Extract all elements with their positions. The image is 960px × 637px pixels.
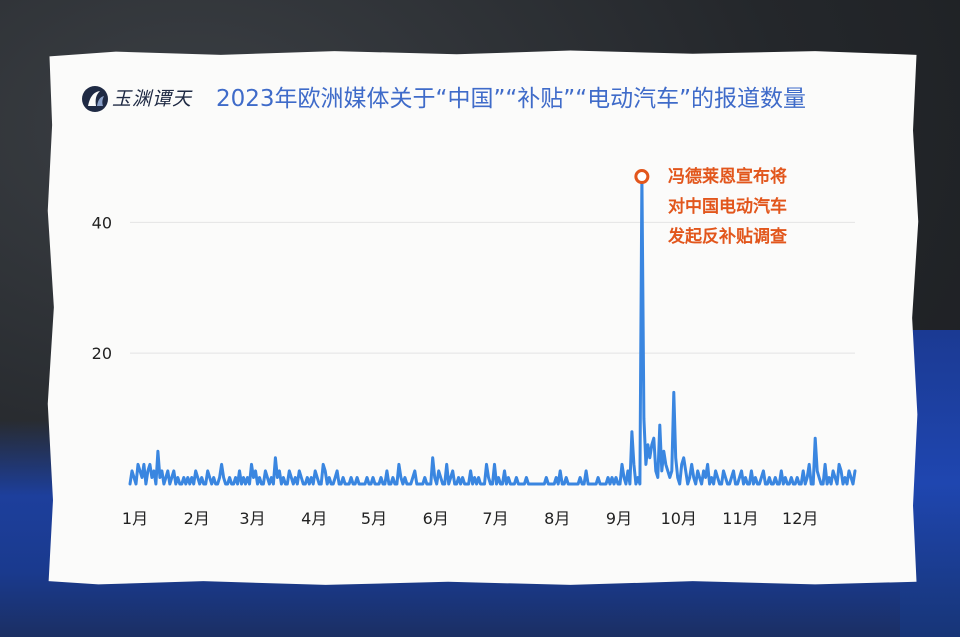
x-tick-label: 6月 bbox=[423, 509, 449, 528]
x-tick-label: 11月 bbox=[722, 509, 758, 528]
x-tick-label: 4月 bbox=[301, 509, 327, 528]
x-tick-label: 7月 bbox=[482, 509, 508, 528]
annotation-line: 对中国电动汽车 bbox=[668, 196, 787, 217]
peak-marker bbox=[634, 169, 650, 185]
x-tick-label: 5月 bbox=[361, 509, 387, 528]
annotation-line: 发起反补贴调查 bbox=[667, 226, 788, 247]
annotation-line: 冯德莱恩宣布将 bbox=[668, 166, 787, 187]
brand-name: 玉渊谭天 bbox=[112, 88, 193, 110]
x-tick-label: 10月 bbox=[661, 509, 697, 528]
x-tick-label: 9月 bbox=[606, 509, 632, 528]
grid-lines bbox=[130, 221, 855, 354]
y-tick-label: 40 bbox=[92, 213, 112, 232]
x-tick-label: 1月 bbox=[122, 509, 148, 528]
x-tick-label: 8月 bbox=[544, 509, 570, 528]
paper-card bbox=[47, 50, 919, 585]
y-tick-label: 20 bbox=[92, 344, 112, 363]
chart-title: 2023年欧洲媒体关于“中国”“补贴”“电动汽车”的报道数量 bbox=[216, 86, 807, 112]
x-tick-label: 2月 bbox=[184, 509, 210, 528]
brand-logo-icon bbox=[82, 86, 108, 112]
x-axis-ticks: 1月 2月 3月 4月 5月 6月 7月 8月 9月 10月 11月 12月 bbox=[122, 509, 819, 528]
x-tick-label: 12月 bbox=[782, 509, 818, 528]
x-tick-label: 3月 bbox=[239, 509, 265, 528]
series-line bbox=[128, 175, 857, 486]
